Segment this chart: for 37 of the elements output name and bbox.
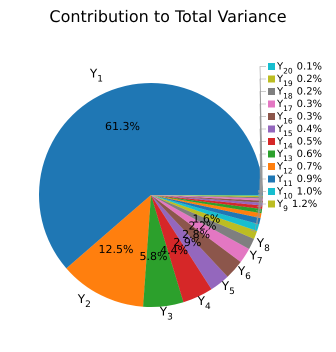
pie-slice xyxy=(151,195,260,231)
legend-label: Y$_{17}$ xyxy=(276,98,293,113)
data-label: 0.4% xyxy=(296,124,322,135)
slice-label: Y$_{5}$ xyxy=(220,279,235,298)
data-label: 0.6% xyxy=(296,148,322,160)
slice-label: Y$_{1}$ xyxy=(88,66,103,86)
slice-label: Y$_{3}$ xyxy=(158,304,173,323)
slice-label: Y$_{2}$ xyxy=(76,292,91,311)
chart-title: Contribution to Total Variance xyxy=(49,7,287,26)
slice-label: Y$_{4}$ xyxy=(196,294,211,312)
data-label: 0.2% xyxy=(296,86,322,98)
legend-label: Y$_{16}$ xyxy=(276,111,293,126)
pie-slice xyxy=(151,195,263,206)
data-label: 0.2% xyxy=(296,74,322,85)
legend-label: Y$_{12}$ xyxy=(276,161,293,176)
data-label: 61.3% xyxy=(105,120,140,134)
legend-label: Y$_{18}$ xyxy=(276,86,293,100)
data-label: 0.3% xyxy=(296,98,322,110)
legend-label: Y$_{14}$ xyxy=(276,136,293,150)
data-label: 1.0% xyxy=(296,186,322,198)
data-label: 1.2% xyxy=(292,198,318,210)
legend-label: Y$_{15}$ xyxy=(276,124,293,138)
legend-label: Y$_{9}$ xyxy=(276,198,288,213)
data-label: 0.9% xyxy=(296,174,322,185)
data-label: 0.1% xyxy=(296,61,322,72)
data-label: 12.5% xyxy=(98,243,134,256)
legend-label: Y$_{20}$ xyxy=(276,61,293,76)
data-label: 0.7% xyxy=(296,161,322,172)
data-label: 0.5% xyxy=(296,136,322,148)
legend-label: Y$_{11}$ xyxy=(276,174,293,188)
legend-label: Y$_{19}$ xyxy=(276,74,293,88)
data-label: 0.3% xyxy=(296,111,322,122)
pie-slice xyxy=(151,195,262,214)
legend-label: Y$_{10}$ xyxy=(276,186,293,200)
slice-label: Y$_{6}$ xyxy=(236,264,252,283)
pie-slice xyxy=(151,195,262,210)
legend-label: Y$_{13}$ xyxy=(276,148,293,163)
